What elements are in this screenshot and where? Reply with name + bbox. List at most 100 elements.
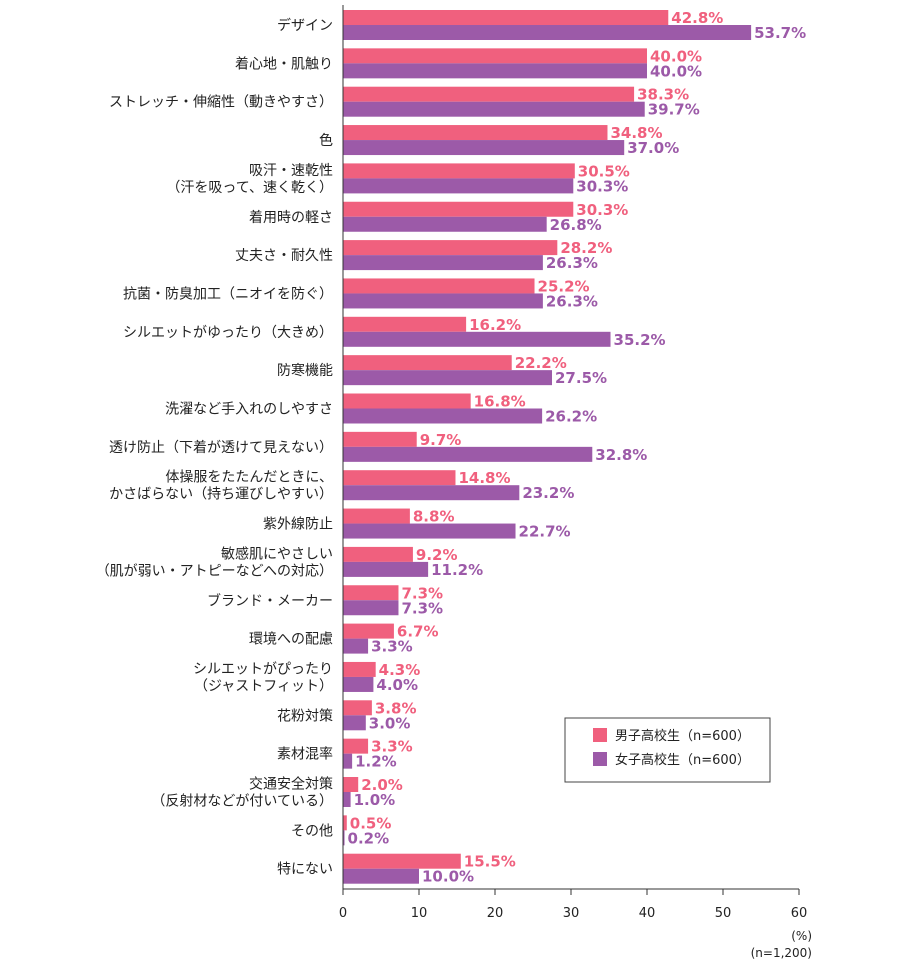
bar-male [343, 48, 647, 64]
value-label-female: 3.3% [371, 638, 413, 656]
category-label: かさばらない（持ち運びしやすい） [109, 487, 333, 503]
category-label: 色 [319, 132, 333, 149]
value-label-male: 38.3% [637, 86, 689, 104]
category-label: 洗濯など手入れのしやすさ [165, 402, 333, 418]
value-label-female: 1.2% [355, 753, 397, 771]
value-label-male: 6.7% [397, 623, 439, 641]
value-label-female: 32.8% [595, 446, 647, 464]
bar-female [343, 600, 399, 616]
value-label-female: 26.3% [546, 254, 598, 272]
x-tick-label: 40 [639, 906, 656, 921]
value-label-male: 14.8% [458, 469, 510, 487]
bar-female [343, 485, 520, 501]
category-label: 防寒機能 [277, 362, 333, 379]
sample-size-label: (n=1,200) [751, 946, 812, 960]
category-label: 丈夫さ・耐久性 [235, 248, 333, 264]
value-label-male: 42.8% [671, 9, 723, 27]
bar-male [343, 815, 347, 831]
unit-label: (%) [791, 929, 812, 943]
x-tick-label: 50 [715, 906, 732, 921]
bar-male [343, 240, 558, 256]
bar-female [343, 331, 611, 347]
category-label: （反射材などが付いている） [151, 794, 333, 810]
value-label-female: 10.0% [422, 868, 474, 886]
bar-female [343, 446, 593, 462]
value-label-male: 0.5% [350, 814, 392, 832]
category-label: その他 [291, 823, 333, 839]
value-label-male: 16.8% [474, 393, 526, 411]
bar-female [343, 561, 429, 577]
category-label: 透け防止（下着が透けて見えない） [109, 440, 333, 456]
value-label-male: 30.3% [576, 201, 628, 219]
value-label-female: 39.7% [648, 101, 700, 119]
category-label: シルエットがゆったり（大きめ） [123, 325, 333, 341]
value-label-female: 22.7% [519, 523, 571, 541]
value-label-male: 34.8% [610, 124, 662, 142]
category-label: ストレッチ・伸縮性（動きやすさ） [109, 95, 333, 111]
bar-female [343, 101, 645, 117]
bar-male [343, 10, 669, 25]
bar-female [343, 715, 366, 731]
value-label-male: 16.2% [469, 316, 521, 334]
legend-swatch-female [593, 752, 607, 766]
value-label-female: 7.3% [401, 599, 443, 617]
bar-female [343, 178, 574, 194]
value-label-female: 40.0% [650, 62, 702, 80]
value-label-male: 25.2% [538, 277, 590, 295]
value-label-female: 37.0% [627, 139, 679, 157]
bar-male [343, 546, 413, 562]
category-label: 着心地・肌触り [235, 56, 333, 72]
bar-female [343, 830, 345, 846]
bar-male [343, 355, 512, 371]
bar-male [343, 163, 575, 179]
bar-female [343, 370, 552, 386]
bar-male [343, 661, 376, 677]
bar-male [343, 853, 461, 869]
bar-female [343, 293, 543, 309]
value-label-male: 9.7% [420, 431, 462, 449]
x-tick-label: 0 [339, 906, 347, 921]
value-label-male: 3.3% [371, 738, 413, 756]
value-label-female: 0.2% [348, 829, 390, 847]
x-tick-label: 20 [487, 906, 504, 921]
bar-female [343, 25, 752, 40]
value-label-female: 35.2% [614, 331, 666, 349]
bar-female [343, 868, 419, 884]
bar-male [343, 125, 608, 141]
bar-male [343, 278, 535, 294]
bar-female [343, 216, 547, 232]
value-label-male: 9.2% [416, 546, 458, 564]
value-label-male: 15.5% [464, 853, 516, 871]
legend-box [564, 717, 771, 783]
legend-swatch-male [593, 728, 607, 742]
value-label-male: 22.2% [515, 354, 567, 372]
legend-label-male: 男子高校生（n=600） [615, 728, 750, 744]
bar-male [343, 585, 399, 601]
category-label: 着用時の軽さ [249, 210, 333, 226]
value-label-female: 23.2% [522, 484, 574, 502]
value-label-male: 30.5% [578, 162, 630, 180]
bar-female [343, 140, 625, 156]
category-label: 特にない [277, 862, 333, 878]
category-label: （ジャストフィット） [194, 678, 333, 694]
bar-female [343, 63, 647, 79]
bar-male [343, 623, 394, 639]
value-label-male: 4.3% [379, 661, 421, 679]
category-label: 花粉対策 [277, 707, 333, 724]
value-label-female: 27.5% [555, 369, 607, 387]
value-label-male: 28.2% [560, 239, 612, 257]
bar-male [343, 86, 635, 102]
value-label-female: 53.7% [754, 24, 806, 42]
bar-female [343, 638, 369, 654]
category-label: 交通安全対策 [249, 776, 333, 793]
category-label: 素材混率 [277, 746, 333, 763]
bar-male [343, 777, 359, 792]
category-label: 環境への配慮 [249, 632, 333, 648]
category-label: シルエットがぴったり [193, 661, 333, 677]
value-label-male: 8.8% [413, 508, 455, 526]
category-label: 紫外線防止 [263, 517, 333, 533]
bar-female [343, 753, 353, 769]
value-label-female: 4.0% [376, 676, 418, 694]
category-label: デザイン [277, 17, 333, 34]
